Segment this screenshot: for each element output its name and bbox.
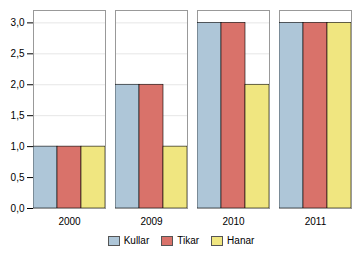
svg-text:2,0: 2,0	[11, 79, 25, 90]
html-text:Hanar: Hanar	[227, 235, 255, 246]
svg-text:2010: 2010	[222, 216, 245, 227]
html-text:Tikar: Tikar	[177, 235, 200, 246]
svg-text:2,5: 2,5	[11, 48, 25, 59]
svg-text:2000: 2000	[58, 216, 81, 227]
svg-text:2011: 2011	[305, 216, 327, 227]
svg-text:1,5: 1,5	[11, 110, 25, 121]
svg-text:0,5: 0,5	[11, 172, 25, 183]
svg-text:2009: 2009	[140, 216, 163, 227]
svg-text:0,0: 0,0	[11, 203, 25, 214]
html-text:Kullar: Kullar	[123, 235, 150, 246]
svg-text:3,0: 3,0	[11, 17, 25, 28]
svg-text:1,0: 1,0	[11, 141, 25, 152]
